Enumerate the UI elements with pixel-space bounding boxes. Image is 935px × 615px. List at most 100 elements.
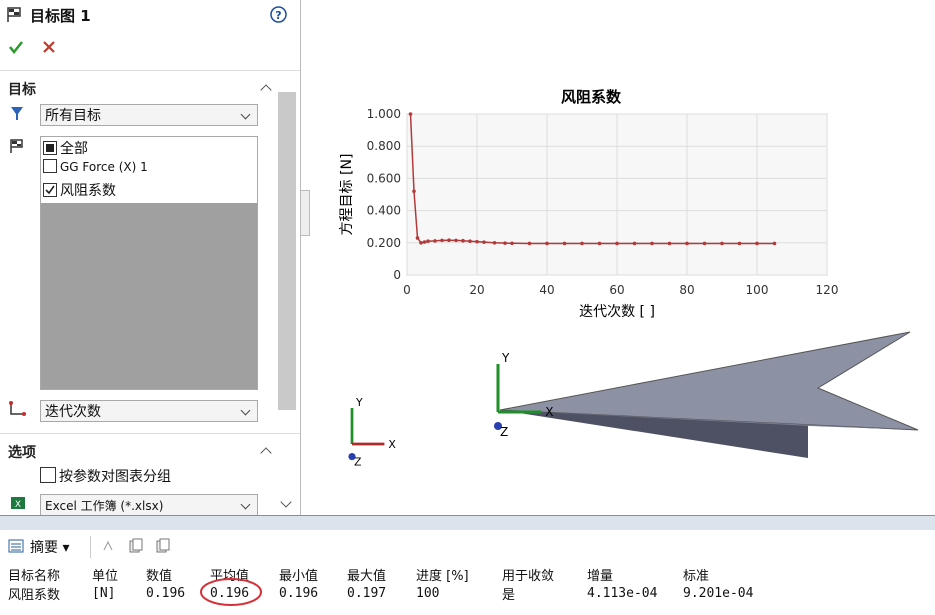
triad-label: Z [500, 425, 508, 439]
data-point [632, 241, 637, 246]
help-button[interactable]: ? [270, 6, 287, 23]
column-header: 最小值 [279, 569, 319, 584]
data-point [482, 240, 486, 244]
goal-label: 风阻系数 [60, 183, 116, 199]
goal-list: 全部 GG Force (X) 1 风阻系数 [40, 136, 258, 390]
excel-icon: X [11, 497, 25, 510]
checkbox[interactable] [40, 467, 56, 483]
x-tick-label: 0 [403, 283, 411, 297]
data-point [440, 238, 444, 243]
ok-button[interactable] [8, 39, 24, 55]
chart-title: 风阻系数 [561, 88, 622, 106]
y-axis-label: 方程目标 [N] [339, 154, 355, 236]
goal-item[interactable]: 风阻系数 [43, 180, 255, 201]
data-point [772, 241, 777, 246]
data-point [720, 241, 724, 246]
column-header: 标准 [683, 569, 710, 584]
summary-icon [8, 539, 24, 553]
x-axis-select[interactable]: 迭代次数 [40, 400, 258, 422]
data-point [447, 238, 451, 243]
data-point [755, 241, 759, 246]
data-point [615, 241, 619, 246]
data-point [685, 241, 689, 246]
svg-text:X: X [15, 500, 21, 510]
toolbar-buttons[interactable] [100, 538, 180, 556]
y-tick-label: 1.000 [367, 107, 401, 121]
scrollbar[interactable] [278, 92, 296, 410]
results-table: 目标名称 单位 数值 平均值 最小值 最大值 进度 [%] 用于收敛 增量 标准 风阻系数 [N] 0.… [8, 565, 763, 603]
export-select[interactable]: Excel 工作簿 (*.xlsx) [40, 494, 258, 516]
data-point [422, 240, 427, 244]
triad-z [348, 453, 356, 461]
goal-icon [10, 139, 23, 153]
panel-title: 目标图 1 [30, 7, 91, 25]
data-point [415, 236, 420, 240]
checkbox[interactable] [43, 183, 57, 197]
data-point [702, 241, 707, 246]
option-label: 按参数对图表分组 [59, 469, 171, 485]
goal-label: 全部 [60, 141, 88, 157]
model-edge [500, 410, 918, 430]
x-tick-label: 20 [469, 283, 484, 297]
data-point [503, 241, 507, 245]
x-tick-label: 120 [816, 283, 839, 297]
column-header: 单位 [92, 569, 119, 584]
triad-label: Y [501, 351, 510, 365]
goal-item[interactable]: GG Force (X) 1 [43, 159, 255, 180]
group-option[interactable]: 按参数对图表分组 [40, 466, 171, 486]
y-tick-label: 0.400 [367, 204, 401, 218]
toolbar-separator [90, 536, 91, 558]
section-title: 选项 [8, 445, 36, 461]
goal-plot-icon [7, 7, 21, 22]
table-row: 风阻系数 [N] 0.196 0.196 0.196 0.197 100 是 4.113e-04… [8, 584, 763, 603]
table-cell: [N] [92, 586, 116, 601]
goal-list-items: 全部 GG Force (X) 1 风阻系数 [41, 137, 257, 203]
data-point [408, 112, 413, 116]
axis-icon [9, 401, 26, 416]
cancel-button[interactable] [42, 40, 56, 54]
triad-label: Y [355, 396, 363, 409]
data-point [650, 241, 654, 246]
triad-label: Z [354, 456, 361, 469]
data-point [433, 239, 437, 243]
data-point [545, 241, 549, 246]
summary-label: 摘要 [30, 540, 58, 556]
data-point [580, 241, 584, 246]
table-cell: 4.113e-04 [587, 586, 658, 601]
column-header: 最大值 [347, 569, 387, 584]
triad-label: X [388, 438, 396, 451]
separator [0, 433, 300, 434]
checkbox[interactable] [43, 141, 57, 155]
data-point [597, 241, 602, 246]
column-header: 用于收敛 [502, 569, 555, 584]
x-tick-label: 80 [679, 283, 694, 297]
table-cell: 0.196 [279, 586, 319, 601]
data-point [667, 241, 672, 246]
data-point [426, 239, 430, 243]
y-tick-label: 0 [393, 268, 401, 282]
x-tick-label: 40 [539, 283, 554, 297]
checkbox[interactable] [43, 159, 57, 173]
x-tick-label: 100 [746, 283, 769, 297]
filter-select[interactable]: 所有目标 [40, 104, 258, 126]
column-header: 增量 [587, 569, 614, 584]
filter-icon [11, 107, 23, 120]
panel-handle[interactable] [300, 190, 310, 236]
x-tick-label: 60 [609, 283, 624, 297]
table-cell: 0.197 [347, 586, 387, 601]
table-cell: 是 [502, 588, 516, 603]
data-point [527, 241, 532, 246]
goal-item[interactable]: 全部 [43, 138, 255, 159]
results-pane: 摘要 ▾ 目标名称 单位 数值 平均值 最小值 最大值 进度 [%] 用于收敛 增量 标准 风阻系数… [0, 515, 935, 615]
data-point [737, 241, 742, 246]
svg-text:?: ? [275, 9, 281, 22]
table-header-row: 目标名称 单位 数值 平均值 最小值 最大值 进度 [%] 用于收敛 增量 标准 [8, 565, 763, 584]
y-tick-label: 0.200 [367, 236, 401, 250]
summary-dropdown[interactable]: 摘要 ▾ [30, 540, 70, 556]
data-point [562, 241, 567, 246]
column-header: 进度 [%] [416, 569, 469, 584]
y-tick-label: 0.600 [367, 171, 401, 185]
table-cell: 0.196 [146, 586, 186, 601]
highlight-ellipse [200, 578, 262, 606]
